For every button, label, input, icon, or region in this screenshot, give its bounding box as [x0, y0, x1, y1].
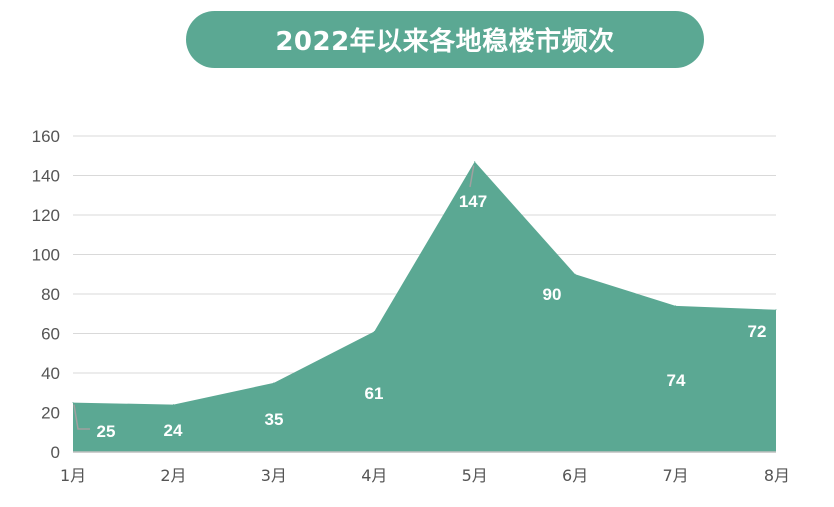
data-point-8 [775, 309, 777, 311]
x-tick-label: 4月 [361, 466, 387, 485]
x-tick-label: 6月 [562, 466, 588, 485]
data-point-4 [373, 331, 375, 333]
chart-title: 2022年以来各地稳楼市频次 [275, 27, 615, 57]
data-label-5: 147 [459, 192, 487, 211]
x-tick-label: 7月 [662, 466, 688, 485]
area-fill [73, 161, 776, 453]
x-tick-label: 2月 [160, 466, 186, 485]
x-tick-label: 3月 [261, 466, 287, 485]
data-point-6 [574, 273, 576, 275]
area-series [72, 161, 777, 453]
axes: 0 20 40 60 80 100 120 140 160 1月 2月 3月 4月 5月 6月 7月 8月 [32, 127, 790, 485]
data-label-7: 74 [667, 371, 686, 390]
data-point-7 [675, 305, 677, 307]
data-label-3: 35 [265, 410, 284, 429]
y-tick-label: 140 [32, 167, 60, 186]
data-label-8: 72 [748, 322, 767, 341]
data-labels: 25 24 35 61 147 90 74 72 [73, 165, 767, 441]
y-tick-label: 40 [41, 364, 60, 383]
leader-line-5 [469, 165, 475, 188]
x-tick-label: 1月 [60, 466, 86, 485]
data-point-5 [474, 161, 476, 163]
y-tick-label: 100 [32, 246, 60, 265]
y-tick-label: 0 [51, 443, 60, 462]
data-point-2 [172, 404, 174, 406]
y-tick-label: 20 [41, 404, 60, 423]
leader-line-1 [73, 404, 90, 430]
y-tick-label: 160 [32, 127, 60, 146]
x-tick-label: 8月 [764, 466, 790, 485]
data-label-6: 90 [543, 285, 562, 304]
y-tick-label: 120 [32, 206, 60, 225]
data-label-2: 24 [164, 421, 183, 440]
x-tick-label: 5月 [462, 466, 488, 485]
chart-title-banner: 2022年以来各地稳楼市频次 [186, 11, 704, 68]
y-tick-label: 60 [41, 325, 60, 344]
data-label-4: 61 [365, 384, 384, 403]
data-point-1 [72, 402, 74, 404]
data-point-3 [273, 382, 275, 384]
y-tick-label: 80 [41, 285, 60, 304]
data-label-1: 25 [97, 422, 116, 441]
